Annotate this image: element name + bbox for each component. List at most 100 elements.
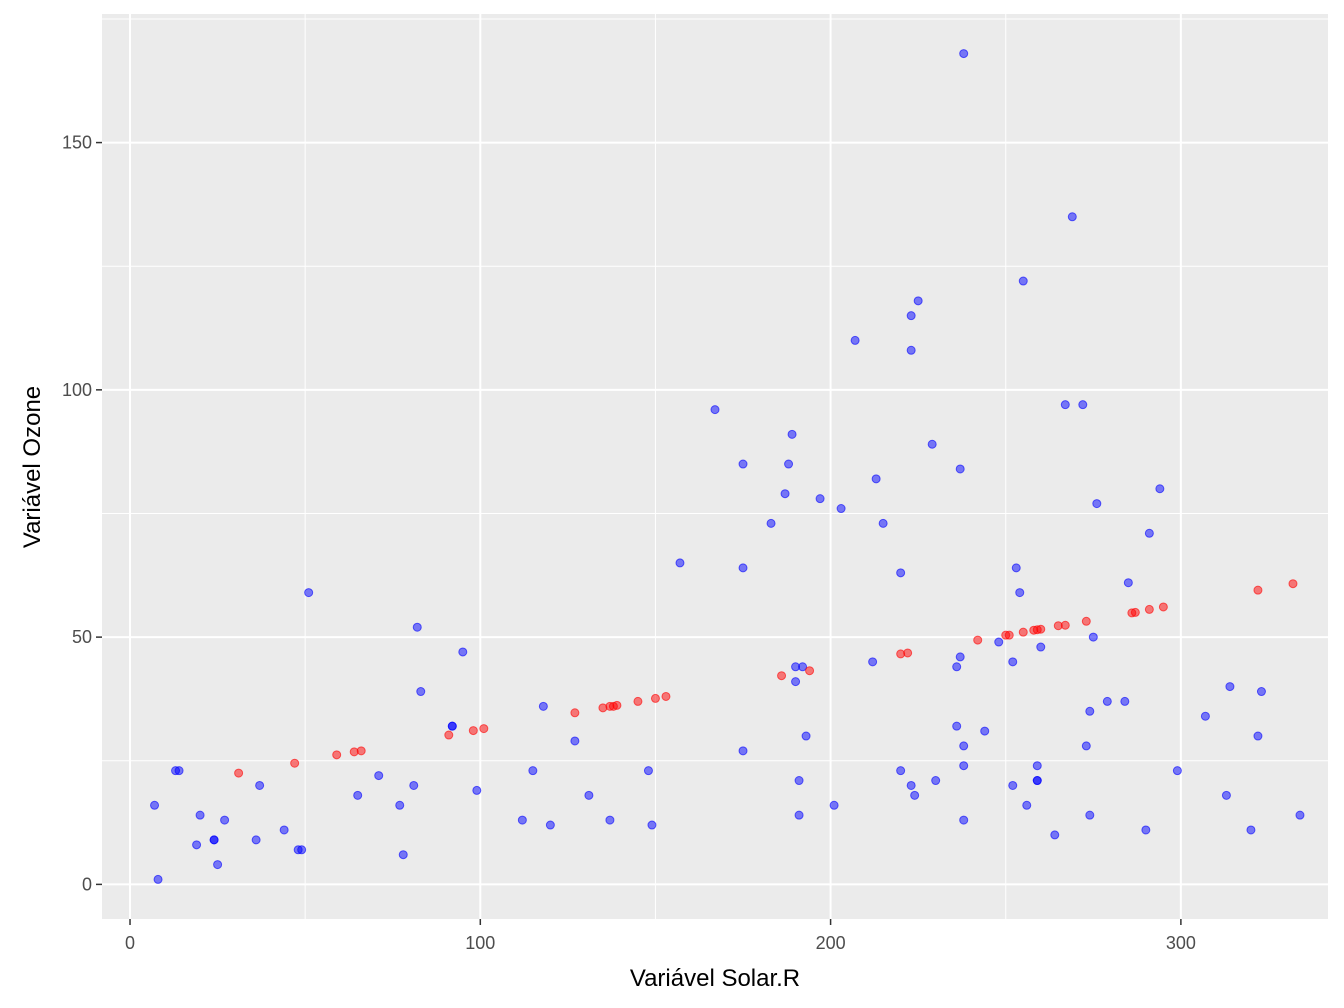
predicted-point <box>973 635 983 645</box>
observed-point <box>955 652 965 662</box>
predicted-point <box>444 730 454 740</box>
y-tick-label: 50 <box>72 627 92 647</box>
observed-point <box>1200 711 1210 721</box>
observed-point <box>815 494 825 504</box>
observed-point <box>1085 810 1095 820</box>
observed-point <box>1120 696 1130 706</box>
observed-point <box>374 771 384 781</box>
predicted-point <box>1004 630 1014 640</box>
y-axis-title: Variável Ozone <box>19 386 46 548</box>
observed-point <box>675 558 685 568</box>
observed-point <box>1085 706 1095 716</box>
observed-point <box>570 736 580 746</box>
observed-point <box>1246 825 1256 835</box>
observed-point <box>878 518 888 528</box>
observed-point <box>906 345 916 355</box>
observed-point <box>959 815 969 825</box>
observed-point <box>738 459 748 469</box>
predicted-point <box>777 671 787 681</box>
x-tick-label: 0 <box>125 933 135 953</box>
observed-point <box>896 568 906 578</box>
observed-point <box>850 335 860 345</box>
observed-point <box>279 825 289 835</box>
observed-point <box>871 474 881 484</box>
observed-point <box>213 860 223 870</box>
observed-point <box>868 657 878 667</box>
predicted-point <box>612 700 622 710</box>
observed-point <box>1295 810 1305 820</box>
observed-point <box>791 677 801 687</box>
predicted-point <box>1144 604 1154 614</box>
y-tick-label: 150 <box>62 133 92 153</box>
x-tick-label: 200 <box>816 933 846 953</box>
observed-point <box>766 518 776 528</box>
observed-point <box>829 800 839 810</box>
observed-point <box>787 429 797 439</box>
observed-point <box>353 790 363 800</box>
x-axis-title: Variável Solar.R <box>630 965 800 992</box>
observed-point <box>416 687 426 697</box>
predicted-point <box>650 693 660 703</box>
observed-point <box>538 701 548 711</box>
observed-point <box>1067 212 1077 222</box>
predicted-point <box>1018 627 1028 637</box>
observed-point <box>209 835 219 845</box>
observed-point <box>710 405 720 415</box>
predicted-point <box>479 724 489 734</box>
observed-point <box>913 296 923 306</box>
observed-point <box>1032 776 1042 786</box>
observed-point <box>1092 499 1102 509</box>
observed-point <box>1172 766 1182 776</box>
observed-point <box>1221 790 1231 800</box>
observed-point <box>1036 642 1046 652</box>
observed-point <box>643 766 653 776</box>
observed-point <box>1018 276 1028 286</box>
observed-point <box>994 637 1004 647</box>
observed-point <box>153 874 163 884</box>
observed-point <box>1225 682 1235 692</box>
predicted-point <box>356 746 366 756</box>
observed-point <box>1088 632 1098 642</box>
predicted-point <box>234 768 244 778</box>
observed-point <box>1022 800 1032 810</box>
observed-point <box>1050 830 1060 840</box>
observed-point <box>896 766 906 776</box>
observed-point <box>906 311 916 321</box>
predicted-point <box>1288 579 1298 589</box>
observed-point <box>1032 761 1042 771</box>
observed-point <box>1078 400 1088 410</box>
observed-point <box>255 780 265 790</box>
observed-point <box>251 835 261 845</box>
observed-point <box>784 459 794 469</box>
observed-point <box>980 726 990 736</box>
observed-point <box>409 780 419 790</box>
observed-point <box>1155 484 1165 494</box>
observed-point <box>952 662 962 672</box>
observed-point <box>798 662 808 672</box>
y-tick-label: 100 <box>62 380 92 400</box>
observed-point <box>584 790 594 800</box>
observed-point <box>794 776 804 786</box>
observed-point <box>517 815 527 825</box>
observed-point <box>1256 687 1266 697</box>
observed-point <box>952 721 962 731</box>
observed-point <box>1102 696 1112 706</box>
observed-point <box>1008 657 1018 667</box>
predicted-point <box>290 758 300 768</box>
predicted-point <box>570 708 580 718</box>
observed-point <box>1015 588 1025 598</box>
observed-point <box>1060 400 1070 410</box>
predicted-point <box>1158 602 1168 612</box>
plot-panel <box>102 14 1328 919</box>
observed-point <box>472 785 482 795</box>
observed-point <box>801 731 811 741</box>
observed-point <box>395 800 405 810</box>
y-axis: 0 50 100 150 <box>62 133 102 894</box>
data-points <box>150 49 1305 884</box>
observed-point <box>959 741 969 751</box>
predicted-point <box>332 750 342 760</box>
observed-point <box>927 439 937 449</box>
observed-point <box>1081 741 1091 751</box>
major-gridlines <box>102 14 1328 919</box>
